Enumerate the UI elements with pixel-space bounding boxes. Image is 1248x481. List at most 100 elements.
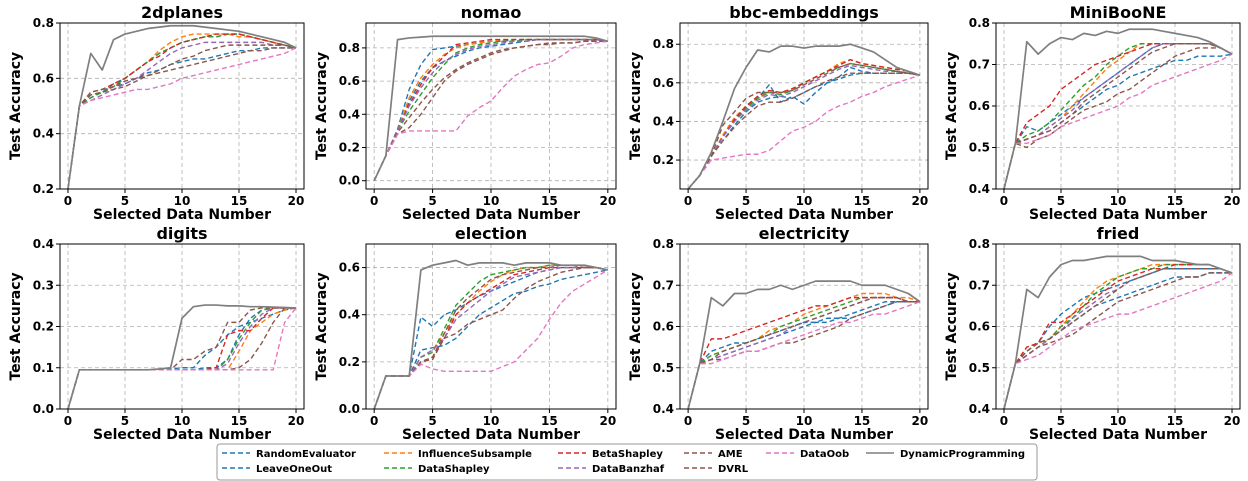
legend-item-leaveoneout: LeaveOneOut: [222, 464, 332, 475]
series-line-dataoob: [687, 74, 921, 189]
y-tick-label: 0.4: [653, 402, 674, 416]
series-lines: [373, 259, 609, 409]
x-tick-label: 20: [288, 194, 305, 208]
legend-item-datashapley: DataShapley: [384, 464, 490, 475]
y-tick-label: 0.2: [339, 355, 360, 369]
x-tick-label: 0: [64, 194, 72, 208]
series-line-leaveoneout: [687, 66, 921, 189]
series-line-databanzhaf: [373, 266, 608, 409]
legend-label: AME: [718, 449, 743, 460]
panel-2dplanes: 0 5 10 15 20 0.2 0.4 0.6 0.8 2dplanes Selected Dat…: [8, 3, 305, 223]
y-tick-label: 0.6: [339, 261, 360, 275]
series-line-dvrl: [687, 62, 921, 189]
x-tick-label: 5: [121, 194, 129, 208]
x-tick-label: 15: [1167, 414, 1184, 428]
series-line-ame: [1003, 268, 1233, 409]
y-tick-label: 0.4: [33, 127, 54, 141]
x-axis-label: Selected Data Number: [1029, 427, 1207, 443]
x-tick-label: 20: [599, 414, 616, 428]
series-line-dynamicprogramming: [687, 280, 921, 409]
panel-title: 2dplanes: [141, 3, 223, 22]
x-tick-label: 5: [1057, 194, 1065, 208]
legend-label: DataShapley: [418, 464, 490, 475]
legend-label: InfluenceSubsample: [418, 449, 532, 460]
series-lines: [1003, 28, 1233, 189]
series-lines: [687, 280, 921, 409]
y-tick-label: 0.8: [339, 41, 360, 55]
series-line-leaveoneout: [1003, 268, 1233, 409]
legend-box: [216, 443, 1038, 481]
panel-title: bbc-embeddings: [729, 3, 879, 22]
y-tick-label: 0.7: [653, 278, 674, 292]
y-tick-label: 0.0: [339, 402, 360, 416]
series-lines: [67, 24, 297, 189]
series-line-betashapley: [687, 58, 921, 189]
series-lines: [67, 304, 297, 409]
panel-fried: 0 5 10 15 20 0.4 0.5 0.6 0.7 0.8 fried Selected Dat…: [944, 224, 1241, 443]
x-tick-label: 5: [428, 414, 436, 428]
y-tick-label: 0.6: [339, 74, 360, 88]
series-line-dynamicprogramming: [67, 304, 297, 409]
y-tick-label: 0.0: [33, 402, 54, 416]
series-lines: [687, 43, 921, 189]
series-line-dataoob: [373, 40, 608, 181]
y-tick-label: 0.5: [653, 361, 674, 375]
legend-item-randomevaluator: RandomEvaluator: [222, 449, 356, 460]
y-tick-label: 0.6: [33, 71, 54, 85]
x-tick-label: 10: [796, 414, 813, 428]
series-line-dataoob: [687, 301, 921, 409]
panel-nomao: 0 5 10 15 20 0.0 0.2 0.4 0.6 0.8 nomao Selected Dat…: [314, 3, 617, 223]
y-tick-label: 0.8: [33, 16, 54, 30]
series-line-dynamicprogramming: [1003, 28, 1233, 189]
y-tick-label: 0.1: [33, 361, 54, 375]
x-axis-label: Selected Data Number: [715, 427, 893, 443]
legend-item-dataoob: DataOob: [766, 449, 849, 460]
series-line-databanzhaf: [687, 64, 921, 189]
legend-label: LeaveOneOut: [256, 464, 332, 475]
y-tick-label: 0.8: [653, 237, 674, 251]
y-axis-label: Test Accuracy: [628, 272, 644, 380]
panel-miniboone: 0 5 10 15 20 0.4 0.5 0.6 0.7 0.8 MiniBooNE Selected…: [944, 3, 1241, 223]
panel-title: MiniBooNE: [1070, 3, 1167, 22]
legend-item-dynamicprogramming: DynamicProgramming: [866, 449, 1025, 460]
x-tick-label: 15: [231, 194, 248, 208]
x-tick-label: 15: [854, 194, 871, 208]
series-line-dynamicprogramming: [373, 259, 608, 409]
x-tick-label: 0: [64, 414, 72, 428]
grid: [366, 23, 616, 189]
y-tick-label: 0.4: [969, 402, 990, 416]
series-line-dynamicprogramming: [67, 24, 297, 189]
series-line-ame: [687, 72, 921, 189]
y-axis-label: Test Accuracy: [314, 272, 330, 380]
series-line-randomevaluator: [1003, 272, 1233, 409]
panel-title: digits: [156, 224, 207, 243]
series-line-dvrl: [373, 40, 608, 181]
panel-title: nomao: [461, 3, 522, 22]
y-tick-label: 0.4: [653, 114, 674, 128]
x-tick-label: 10: [174, 414, 191, 428]
y-axis-label: Test Accuracy: [8, 52, 24, 160]
x-tick-label: 20: [599, 194, 616, 208]
y-tick-label: 0.4: [33, 237, 54, 251]
y-tick-label: 0.6: [969, 99, 990, 113]
series-line-betashapley: [1003, 263, 1233, 409]
x-tick-label: 15: [1167, 194, 1184, 208]
y-tick-label: 0.7: [969, 278, 990, 292]
series-line-betashapley: [67, 33, 297, 189]
series-line-dynamicprogramming: [687, 43, 921, 189]
x-tick-label: 0: [370, 414, 378, 428]
series-line-dataoob: [373, 269, 609, 409]
panel-title: fried: [1097, 224, 1140, 243]
x-tick-label: 20: [912, 194, 929, 208]
legend-item-dvrl: DVRL: [684, 464, 749, 475]
x-tick-label: 0: [684, 414, 692, 428]
grid: [680, 243, 928, 410]
x-axis-label: Selected Data Number: [402, 427, 580, 443]
panel-election: 0 5 10 15 20 0.0 0.2 0.4 0.6 election Selected Dat…: [314, 224, 617, 443]
x-tick-label: 5: [742, 194, 750, 208]
grid: [680, 23, 928, 189]
series-line-randomevaluator: [373, 269, 608, 409]
x-tick-label: 10: [174, 194, 191, 208]
legend-label: BetaShapley: [592, 449, 663, 460]
x-tick-label: 5: [121, 414, 129, 428]
